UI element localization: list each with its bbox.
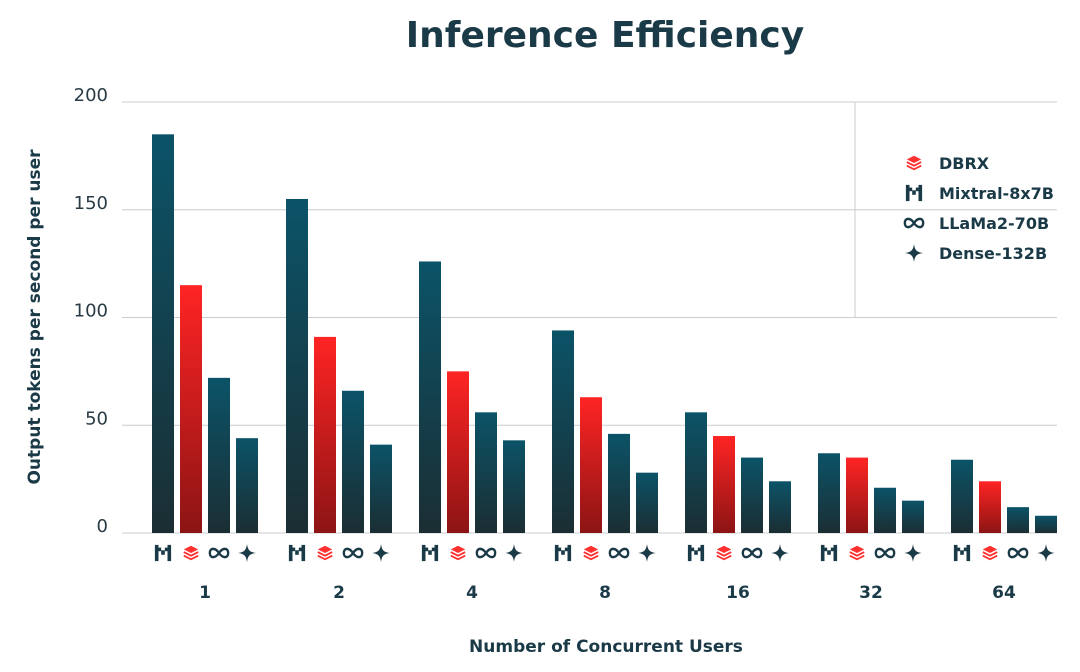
- bar-dense-132b-1: [236, 438, 258, 533]
- bar-dbrx-2: [314, 336, 336, 533]
- mixtral-icon: [905, 184, 923, 202]
- mixtral-icon: [154, 544, 172, 562]
- bar-mixtral-8x7b-2: [286, 198, 308, 533]
- dbrx-icon: [582, 544, 600, 561]
- y-tick-label: 50: [85, 408, 108, 429]
- bar-dbrx-1: [180, 285, 202, 533]
- y-tick-label: 150: [74, 193, 108, 214]
- sparkle-icon: [1037, 544, 1055, 562]
- bar-dbrx-64: [979, 481, 1001, 533]
- dbrx-icon: [182, 544, 200, 561]
- sparkle-icon: [771, 544, 789, 562]
- dbrx-icon: [715, 544, 733, 561]
- meta-icon: [1007, 547, 1029, 559]
- x-tick-label: 32: [859, 583, 883, 603]
- bar-dense-132b-8: [636, 472, 658, 533]
- dbrx-icon: [316, 544, 334, 561]
- bar-mixtral-8x7b-32: [818, 453, 840, 533]
- x-tick-label: 64: [992, 583, 1016, 603]
- bar-llama2-70b-64: [1007, 507, 1029, 533]
- bars: [152, 134, 1057, 533]
- x-axis-label: Number of Concurrent Users: [469, 637, 743, 657]
- meta-icon: [342, 547, 364, 559]
- bar-dbrx-32: [846, 457, 868, 533]
- legend: DBRX Mixtral-8x7B LLaMa2-70B Dense-132B: [903, 154, 1054, 263]
- bar-llama2-70b-32: [874, 487, 896, 533]
- mixtral-icon: [288, 544, 306, 562]
- meta-icon: [874, 547, 896, 559]
- mixtral-icon: [687, 544, 705, 562]
- sparkle-icon: [372, 544, 390, 562]
- x-tick-labels: 1 2 4 8 16 32 64: [199, 583, 1016, 603]
- legend-label: LLaMa2-70B: [939, 214, 1049, 233]
- bar-mixtral-8x7b-4: [419, 261, 441, 533]
- bar-llama2-70b-16: [741, 457, 763, 533]
- bar-mixtral-8x7b-8: [552, 330, 574, 533]
- mixtral-icon: [820, 544, 838, 562]
- y-tick-label: 200: [74, 85, 108, 106]
- bar-mixtral-8x7b-64: [951, 459, 973, 533]
- bar-dbrx-4: [447, 371, 469, 533]
- sparkle-icon: [904, 544, 922, 562]
- sparkle-icon: [238, 544, 256, 562]
- dbrx-icon: [848, 544, 866, 561]
- mixtral-icon: [953, 544, 971, 562]
- bar-dense-132b-2: [370, 444, 392, 533]
- grid-lines: [122, 101, 1057, 534]
- bar-mixtral-8x7b-16: [685, 412, 707, 533]
- x-tick-label: 2: [333, 583, 345, 603]
- category-icons: [154, 544, 1055, 562]
- dbrx-icon: [905, 154, 923, 171]
- sparkle-icon: [905, 244, 923, 262]
- mixtral-icon: [554, 544, 572, 562]
- bar-dbrx-16: [713, 436, 735, 533]
- bar-dbrx-8: [580, 397, 602, 533]
- sparkle-icon: [638, 544, 656, 562]
- y-tick-labels: 0 50 100 150 200: [74, 85, 108, 537]
- bar-llama2-70b-8: [608, 433, 630, 533]
- x-tick-label: 4: [466, 583, 478, 603]
- meta-icon: [208, 547, 230, 559]
- bar-dense-132b-64: [1035, 515, 1057, 533]
- legend-label: Dense-132B: [939, 244, 1047, 263]
- x-tick-label: 8: [599, 583, 611, 603]
- x-tick-label: 16: [726, 583, 750, 603]
- y-tick-label: 100: [74, 301, 108, 322]
- bar-llama2-70b-1: [208, 377, 230, 533]
- y-tick-label: 0: [97, 516, 108, 537]
- dbrx-icon: [449, 544, 467, 561]
- legend-label: Mixtral-8x7B: [939, 184, 1054, 203]
- dbrx-icon: [981, 544, 999, 561]
- sparkle-icon: [505, 544, 523, 562]
- bar-dense-132b-16: [769, 481, 791, 533]
- meta-icon: [903, 217, 925, 229]
- legend-label: DBRX: [939, 154, 990, 173]
- mixtral-icon: [421, 544, 439, 562]
- bar-dense-132b-32: [902, 500, 924, 533]
- meta-icon: [741, 547, 763, 559]
- x-tick-label: 1: [199, 583, 211, 603]
- bar-llama2-70b-4: [475, 412, 497, 533]
- meta-icon: [608, 547, 630, 559]
- chart-title: Inference Efficiency: [406, 15, 804, 56]
- bar-dense-132b-4: [503, 440, 525, 533]
- bar-mixtral-8x7b-1: [152, 134, 174, 533]
- bar-llama2-70b-2: [342, 390, 364, 533]
- meta-icon: [475, 547, 497, 559]
- y-axis-label: Output tokens per second per user: [25, 149, 45, 485]
